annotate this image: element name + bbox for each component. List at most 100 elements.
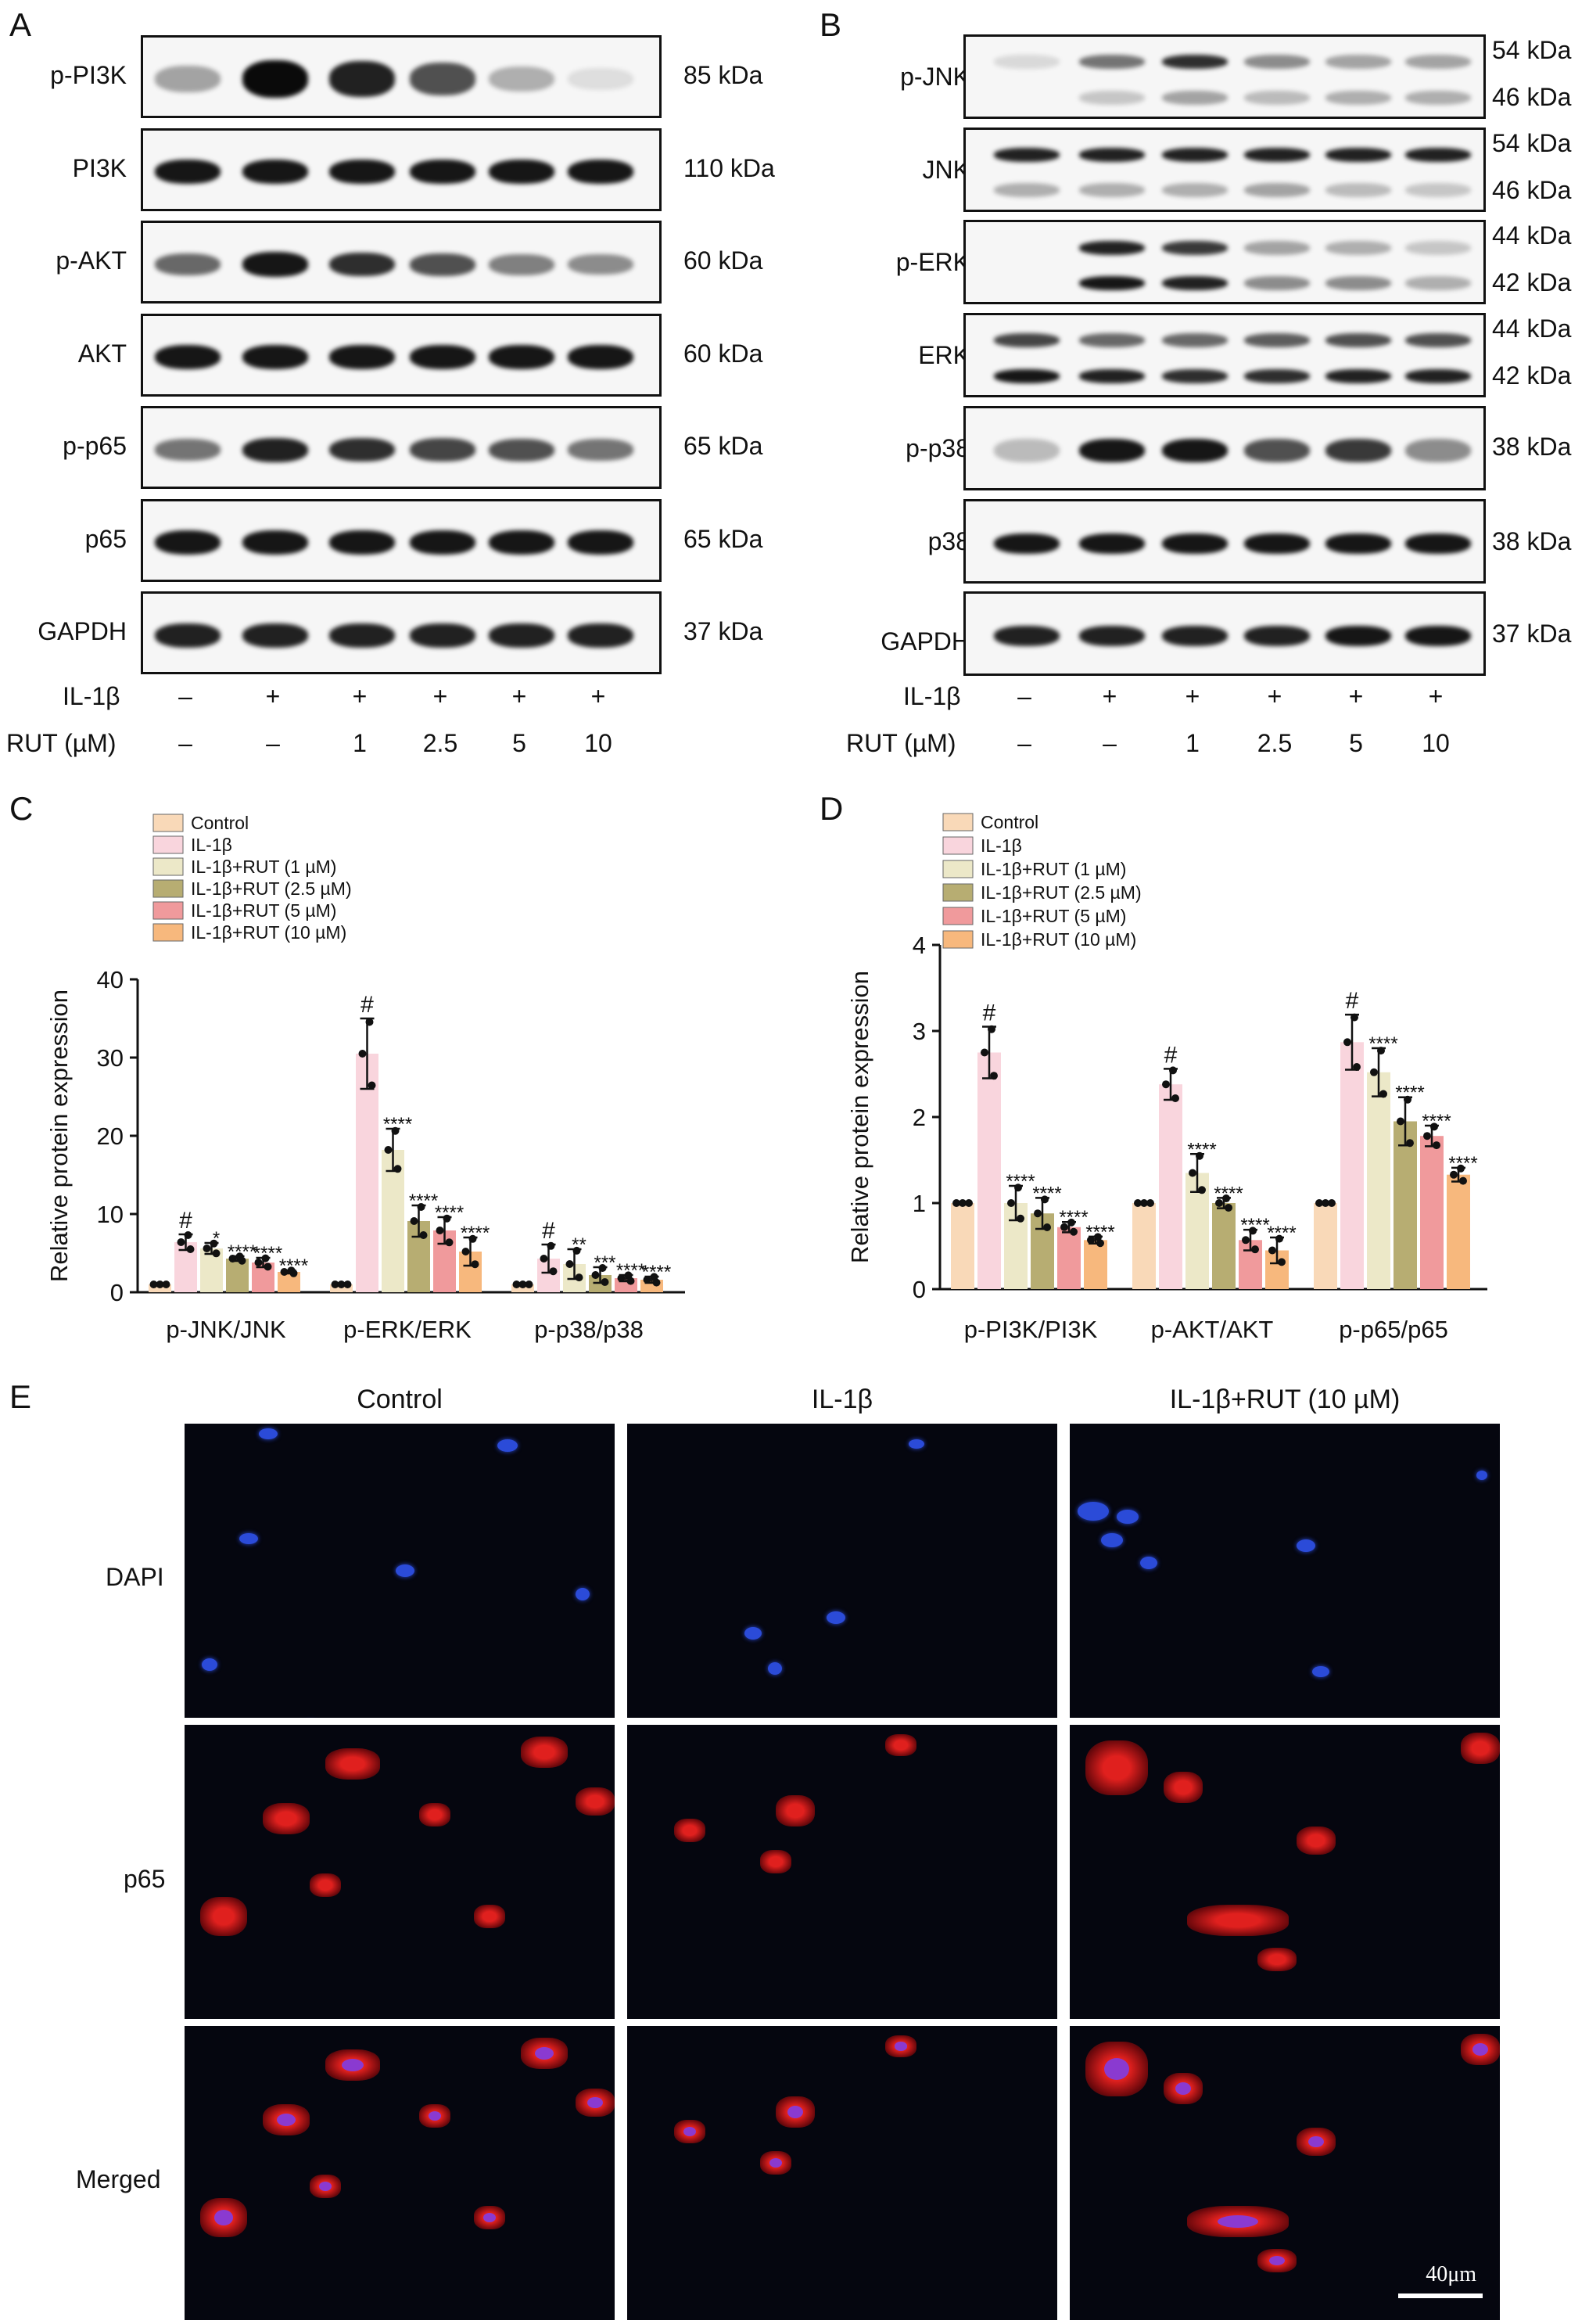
legend-label: IL-1β+RUT (1 µM) xyxy=(191,857,336,877)
bar-p-akt-akt-il-1-rut-2-5-m xyxy=(1212,1203,1236,1289)
col-label-il1b-rut: IL-1β+RUT (10 µM) xyxy=(1169,1385,1401,1414)
blot-band xyxy=(489,159,554,185)
blot-band xyxy=(410,438,475,462)
dapi-nucleus xyxy=(1476,1471,1487,1480)
p65-cell xyxy=(263,1803,310,1834)
legend-label: Control xyxy=(981,812,1038,832)
rut-dose-a: – xyxy=(266,729,280,757)
legend-label: IL-1β+RUT (10 µM) xyxy=(191,922,346,943)
data-point xyxy=(1171,1094,1179,1103)
data-point xyxy=(1433,1141,1440,1150)
significance-marker: **** xyxy=(1267,1223,1296,1244)
blot-band xyxy=(329,159,395,185)
dapi-nucleus xyxy=(909,1439,924,1449)
rut-dose-a: 2.5 xyxy=(422,729,458,757)
bar-p-p65-p65-il-1-rut-10-m xyxy=(1447,1174,1470,1289)
p65-cell xyxy=(1461,1733,1500,1764)
blot-b-kda: 37 kDa xyxy=(1492,620,1572,648)
legend-label: IL-1β+RUT (1 µM) xyxy=(981,859,1126,879)
blot-band xyxy=(994,55,1060,70)
blot-band xyxy=(1162,333,1228,348)
data-point xyxy=(1017,1214,1024,1223)
category-label: p-AKT/AKT xyxy=(1151,1316,1274,1343)
merged-nucleus xyxy=(429,2111,441,2121)
data-point xyxy=(1268,1246,1276,1255)
data-point xyxy=(1222,1194,1230,1203)
blot-band xyxy=(1405,438,1471,462)
merged-nucleus xyxy=(787,2106,803,2118)
data-point xyxy=(1169,1066,1177,1075)
blot-a-row-label: p65 xyxy=(84,524,127,553)
data-point xyxy=(540,1255,548,1263)
p65-cell xyxy=(1297,1827,1336,1855)
significance-marker: # xyxy=(983,1000,996,1026)
bar-p-p65-p65-il-1-rut-2-5-m xyxy=(1394,1121,1417,1289)
blot-band xyxy=(155,253,221,275)
blot-band xyxy=(1162,626,1228,647)
data-point xyxy=(1397,1117,1404,1126)
rut-dose-b: – xyxy=(1103,729,1117,757)
blot-band xyxy=(329,437,395,462)
bar-p-p65-p65-il-1-rut-5-m xyxy=(1420,1136,1444,1289)
significance-marker: **** xyxy=(1395,1083,1424,1104)
il1b-sign-b: + xyxy=(1185,682,1200,710)
data-point xyxy=(965,1199,973,1207)
il1b-label-b: IL-1β xyxy=(903,682,961,710)
blot-band xyxy=(1325,368,1391,383)
data-point xyxy=(601,1278,609,1286)
blot-band xyxy=(1162,438,1228,462)
panel-label-d: D xyxy=(820,790,844,827)
merged-nucleus xyxy=(535,2047,554,2060)
blot-band xyxy=(1079,90,1145,105)
rut-label-a: RUT (µM) xyxy=(6,729,117,757)
blot-b-kda: 46 kDa xyxy=(1492,175,1572,204)
data-point xyxy=(149,1281,158,1288)
blot-band xyxy=(242,530,308,555)
data-point xyxy=(1450,1170,1458,1179)
y-axis-label: Relative protein expression xyxy=(846,971,873,1263)
data-point xyxy=(988,1025,995,1033)
data-point xyxy=(1094,1233,1102,1241)
data-point xyxy=(1370,1068,1378,1076)
bar-p-pi3k-pi3k-il-1-rut-10-m xyxy=(1084,1240,1107,1289)
data-point xyxy=(572,1246,581,1255)
blot-band xyxy=(1405,55,1471,70)
data-point xyxy=(1060,1223,1068,1231)
blot-band xyxy=(1405,240,1471,255)
p65-cell xyxy=(521,1737,568,1768)
panel-label-a: A xyxy=(9,6,32,43)
dapi-nucleus xyxy=(259,1428,278,1439)
rut-dose-b: 5 xyxy=(1349,729,1363,757)
data-point xyxy=(417,1203,425,1211)
significance-marker: **** xyxy=(1085,1222,1114,1243)
rut-label-b: RUT (µM) xyxy=(846,729,956,757)
il1b-sign-b: + xyxy=(1428,682,1444,710)
data-point xyxy=(1067,1218,1075,1227)
blot-band xyxy=(489,623,554,648)
panel-label-e: E xyxy=(9,1378,32,1415)
blot-b-kda: 44 kDa xyxy=(1492,314,1572,343)
dapi-nucleus xyxy=(827,1611,845,1624)
il1b-sign-b: + xyxy=(1267,682,1282,710)
blot-band xyxy=(242,60,308,98)
data-point xyxy=(1423,1132,1431,1140)
micrograph-p65-il-1-rut-10-m xyxy=(1070,1725,1500,2019)
blot-band xyxy=(1079,368,1145,383)
blot-band xyxy=(1162,368,1228,383)
bar-p-erk-erk-il-1-rut-1-m xyxy=(382,1150,404,1292)
blot-band xyxy=(1244,438,1310,462)
bar-p-p65-p65-il-1-rut-1-m xyxy=(1367,1072,1390,1289)
rut-dose-b: 1 xyxy=(1185,729,1200,757)
dapi-nucleus xyxy=(744,1627,762,1640)
y-tick-label: 4 xyxy=(913,932,926,959)
blot-a-row-label: p-AKT xyxy=(56,246,127,275)
category-label: p-p65/p65 xyxy=(1339,1316,1448,1343)
data-point xyxy=(186,1245,195,1253)
blot-band xyxy=(1405,183,1471,198)
merged-nucleus xyxy=(683,2127,696,2136)
significance-marker: * xyxy=(213,1228,220,1249)
significance-marker: # xyxy=(1346,988,1359,1014)
data-point xyxy=(652,1278,661,1287)
blot-band xyxy=(1244,533,1310,554)
rut-dose-a: – xyxy=(178,729,192,757)
